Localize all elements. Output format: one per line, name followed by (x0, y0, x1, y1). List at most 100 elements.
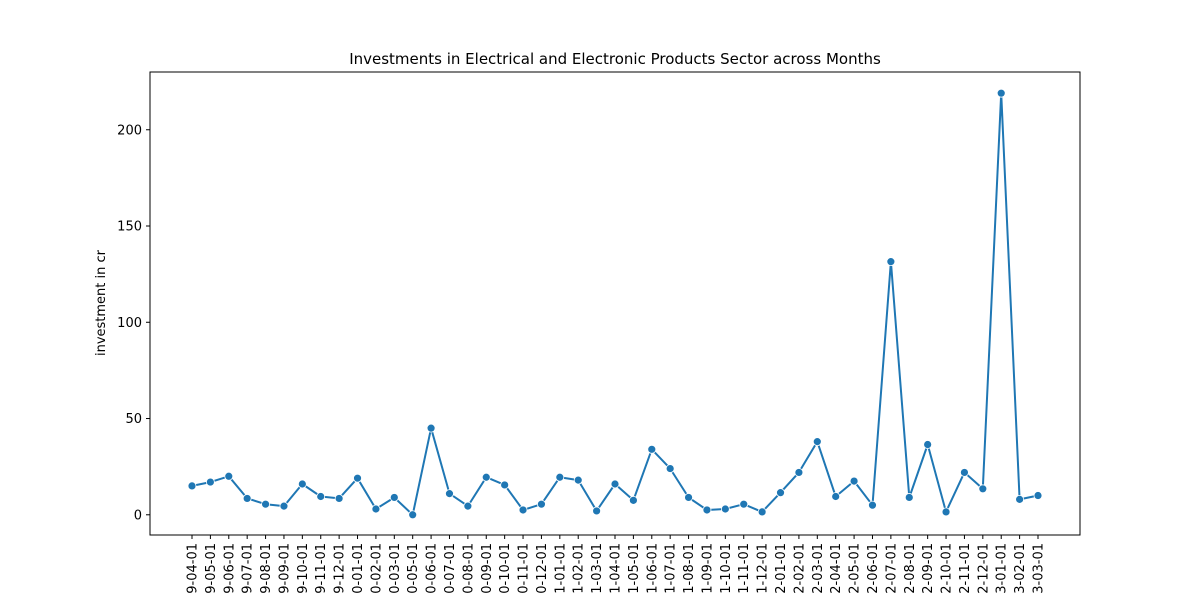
x-tick-label: 1-09-01 (700, 543, 715, 594)
x-tick-label: 2-01-01 (774, 543, 789, 594)
data-point (555, 472, 565, 482)
y-tick-label: 200 (117, 123, 142, 138)
x-tick-label: 3-01-01 (995, 543, 1010, 594)
data-point (537, 499, 546, 509)
data-point (371, 504, 381, 514)
y-tick-label: 50 (125, 412, 142, 427)
data-point (297, 479, 307, 489)
data-points (187, 88, 1043, 520)
x-tick-label: 2-04-01 (829, 543, 844, 594)
data-point (960, 468, 969, 477)
x-tick-label: 0-06-01 (425, 543, 440, 594)
data-point (904, 493, 914, 502)
data-point (187, 481, 197, 491)
x-tick-label: 2-12-01 (976, 543, 991, 594)
x-tick-label: 2-09-01 (921, 543, 936, 594)
x-tick-label: 9-05-01 (204, 543, 219, 594)
data-point (610, 479, 620, 489)
data-point (794, 468, 804, 477)
x-tick-label: 9-12-01 (333, 543, 348, 594)
data-point (426, 423, 436, 433)
data-point (812, 437, 822, 447)
data-point (316, 492, 326, 501)
data-point (941, 507, 951, 517)
x-axis: 9-04-01 9-05-01 9-06-01 9-07-01 9-08-01 9-09-… (186, 535, 1047, 594)
data-point (628, 495, 638, 505)
data-point (684, 493, 693, 502)
data-point (886, 257, 896, 267)
x-tick-label: 0-05-01 (406, 543, 421, 594)
data-point (353, 473, 362, 483)
x-tick-label: 2-02-01 (792, 543, 807, 594)
x-tick-label: 1-11-01 (737, 543, 752, 594)
data-point (978, 484, 988, 494)
x-tick-label: 9-09-01 (277, 543, 292, 594)
x-tick-label: 1-02-01 (572, 543, 587, 594)
data-point (518, 505, 528, 515)
x-tick-label: 2-11-01 (958, 543, 973, 594)
x-tick-label: 2-06-01 (866, 543, 881, 594)
plot-frame (149, 71, 1081, 536)
data-point (408, 510, 418, 520)
data-point (445, 489, 454, 499)
x-tick-label: 1-08-01 (682, 543, 697, 594)
x-tick-label: 3-02-01 (1013, 543, 1028, 594)
x-tick-label: 9-07-01 (241, 543, 256, 594)
x-tick-label: 0-03-01 (388, 543, 403, 594)
series-line (191, 92, 1039, 516)
data-point (831, 492, 841, 501)
data-point (463, 501, 473, 511)
data-point (481, 472, 491, 482)
x-tick-label: 9-11-01 (314, 543, 329, 594)
x-tick-label: 1-05-01 (627, 543, 642, 594)
x-tick-label: 3-03-01 (1032, 543, 1047, 594)
y-axis-label: investment in cr (94, 249, 109, 356)
data-point (573, 475, 583, 485)
x-tick-label: 0-02-01 (369, 543, 384, 594)
x-tick-label: 1-12-01 (756, 543, 771, 594)
x-tick-label: 9-06-01 (222, 543, 237, 594)
data-point (334, 494, 344, 503)
y-tick-label: 0 (134, 508, 142, 523)
data-point (224, 471, 234, 481)
data-point (500, 480, 510, 490)
data-point (868, 500, 877, 510)
x-tick-label: 1-06-01 (645, 543, 660, 594)
y-tick-label: 150 (117, 220, 142, 235)
data-point (279, 501, 289, 511)
x-tick-label: 0-09-01 (480, 543, 495, 594)
data-point (923, 440, 933, 449)
y-tick-label: 100 (117, 316, 142, 331)
data-point (242, 494, 252, 503)
data-point (1033, 491, 1043, 500)
data-point (261, 499, 270, 509)
x-tick-label: 9-08-01 (259, 543, 274, 594)
data-point (592, 506, 602, 516)
data-point (849, 476, 859, 486)
x-tick-label: 0-11-01 (517, 543, 532, 594)
x-tick-label: 2-05-01 (848, 543, 863, 594)
x-tick-label: 1-03-01 (590, 543, 605, 594)
x-tick-label: 2-10-01 (940, 543, 955, 594)
data-point (205, 477, 215, 487)
x-tick-label: 2-08-01 (903, 543, 918, 594)
x-tick-label: 1-07-01 (664, 543, 679, 594)
x-tick-label: 1-01-01 (553, 543, 568, 594)
data-point (1015, 494, 1025, 504)
x-tick-label: 9-04-01 (186, 543, 201, 594)
x-tick-label: 0-01-01 (351, 543, 366, 594)
data-point (702, 505, 712, 515)
x-tick-label: 2-03-01 (811, 543, 826, 594)
x-tick-label: 2-07-01 (884, 543, 899, 594)
data-point (665, 464, 675, 473)
x-tick-label: 0-12-01 (535, 543, 550, 594)
x-tick-label: 1-04-01 (609, 543, 624, 594)
data-point (389, 493, 399, 502)
x-tick-label: 0-10-01 (498, 543, 513, 594)
y-axis: 0 50 100 150 200 (117, 123, 150, 523)
x-tick-label: 0-07-01 (443, 543, 458, 594)
data-point (757, 507, 767, 517)
data-point (739, 499, 749, 509)
data-point (996, 88, 1006, 98)
